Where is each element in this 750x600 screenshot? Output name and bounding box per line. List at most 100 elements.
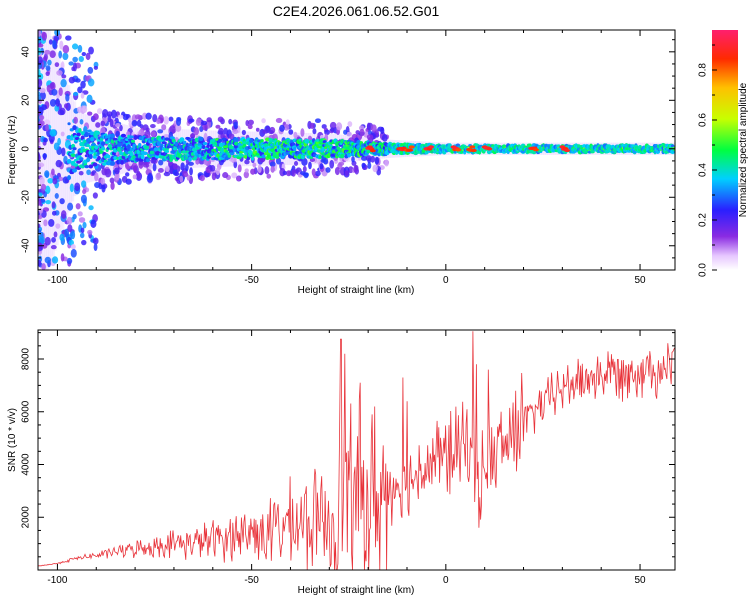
spectrogram-cell bbox=[343, 129, 348, 135]
spectrogram-cell bbox=[75, 203, 81, 210]
spectrogram-cell bbox=[293, 161, 299, 166]
spectrogram-cell bbox=[226, 151, 230, 156]
spectrogram-cell bbox=[92, 155, 97, 159]
spectrogram-cell bbox=[92, 113, 99, 121]
x-tick-label: 50 bbox=[634, 575, 646, 586]
spectrogram-cell bbox=[79, 232, 85, 239]
spectrogram-cell bbox=[285, 170, 292, 177]
spectrogram-cell bbox=[129, 152, 134, 157]
spectrogram-cell bbox=[163, 116, 169, 125]
spectrogram-cell bbox=[38, 259, 42, 267]
spectrogram-halo bbox=[104, 119, 108, 179]
spectrogram-cell bbox=[59, 198, 65, 205]
spectrogram-cell bbox=[74, 182, 81, 192]
spectrogram-cell bbox=[56, 70, 63, 76]
spectrogram-cell bbox=[40, 183, 47, 191]
x-tick-label: 0 bbox=[443, 575, 449, 586]
spectrogram-cell bbox=[38, 94, 42, 102]
spectrogram-hotspot bbox=[408, 145, 415, 149]
spectrogram-cell bbox=[169, 136, 175, 140]
spectrogram-cell bbox=[112, 137, 118, 141]
spectrogram-cell bbox=[227, 154, 232, 158]
spectrogram-cell bbox=[81, 180, 87, 188]
spectrogram-cell bbox=[299, 171, 306, 176]
spectrogram-cell bbox=[109, 177, 115, 184]
spectrogram-cell bbox=[53, 142, 60, 151]
spectrogram-cell bbox=[239, 153, 245, 158]
spectrogram-cell bbox=[66, 257, 73, 265]
spectrogram-cell bbox=[372, 164, 378, 173]
spectrogram-cell bbox=[53, 231, 58, 238]
spectrogram-cell bbox=[68, 61, 74, 66]
spectrogram-halo bbox=[76, 112, 81, 186]
spectrogram-cell bbox=[117, 114, 124, 119]
spectrogram-cell bbox=[311, 168, 316, 177]
spectrogram-cell bbox=[285, 119, 290, 126]
spectrogram-cell bbox=[188, 156, 192, 162]
spectrogram-cell bbox=[45, 200, 52, 205]
spectrogram-cell bbox=[233, 137, 239, 143]
spectrogram-cell bbox=[257, 164, 262, 174]
spectrogram-cell bbox=[157, 168, 164, 173]
spectrogram-cell bbox=[70, 248, 77, 258]
spectrogram-cell bbox=[245, 119, 250, 127]
spectrogram-cell bbox=[236, 176, 241, 182]
spectrogram-cell bbox=[110, 160, 116, 166]
spectrogram-cell bbox=[129, 135, 135, 139]
spectrogram-cell bbox=[314, 118, 321, 124]
colorbar-tick-label: 0.2 bbox=[698, 213, 709, 227]
spectrogram-cell bbox=[241, 141, 247, 145]
spectrogram-cell bbox=[252, 162, 257, 168]
spectrogram-cell bbox=[120, 160, 124, 165]
spectrogram-cell bbox=[54, 105, 60, 112]
spectrogram-cell bbox=[269, 161, 276, 168]
spectrogram-cell bbox=[75, 78, 81, 83]
spectrogram-cell bbox=[195, 118, 202, 126]
spectrogram-cell bbox=[77, 106, 82, 114]
spectrogram-cell bbox=[365, 155, 372, 162]
snr-background bbox=[38, 330, 675, 570]
spectrogram-cell bbox=[233, 160, 238, 169]
spectrogram-cell bbox=[175, 124, 182, 132]
spectrogram-cell bbox=[293, 131, 298, 139]
spectrogram-cell bbox=[60, 210, 67, 219]
spectrogram-cell bbox=[228, 133, 235, 140]
spectrogram-heatmap bbox=[38, 30, 675, 270]
spectrogram-cell bbox=[168, 116, 174, 122]
spectrogram-cell bbox=[38, 214, 43, 220]
y-tick-label: 20 bbox=[21, 94, 32, 106]
spectrogram-cell bbox=[193, 127, 200, 136]
y-tick-label: -40 bbox=[21, 238, 32, 253]
x-tick-label: -50 bbox=[244, 275, 259, 286]
spectrogram-cell bbox=[202, 123, 208, 131]
spectrogram-cell bbox=[222, 172, 229, 179]
spectrogram-cell bbox=[86, 144, 90, 148]
spectrogram-cell bbox=[77, 44, 83, 53]
spectrogram-cell bbox=[58, 50, 63, 59]
spectrogram-cell bbox=[110, 181, 115, 190]
spectrogram-cell bbox=[87, 66, 94, 74]
spectrogram-cell bbox=[282, 170, 287, 176]
spectrogram-cell bbox=[146, 173, 154, 183]
spectrogram-cell bbox=[366, 122, 371, 131]
spectrogram-halo bbox=[47, 30, 51, 267]
spectrogram-cell bbox=[344, 170, 349, 177]
spectrogram-cell bbox=[54, 192, 59, 199]
colorbar-axis: 0.0 0.2 0.4 0.6 0.8 bbox=[698, 44, 717, 277]
spectrogram-cell bbox=[366, 134, 374, 140]
spectrogram-cell bbox=[88, 205, 94, 211]
spectrogram-cell bbox=[94, 145, 99, 150]
spectrogram-cell bbox=[72, 125, 77, 131]
spectrogram-cell bbox=[200, 120, 208, 126]
spectrogram-cell bbox=[90, 142, 97, 147]
snr-frame bbox=[37, 329, 676, 571]
spectrogram-cell bbox=[80, 227, 85, 234]
spectrogram-cell bbox=[45, 185, 51, 195]
spectrogram-cell bbox=[95, 130, 101, 136]
spectrogram-cell bbox=[128, 117, 132, 123]
spectrogram-cell bbox=[47, 59, 52, 66]
spectrogram-halo bbox=[43, 30, 48, 270]
spectrogram-cell bbox=[38, 223, 41, 229]
spectrogram-cell bbox=[84, 164, 90, 169]
